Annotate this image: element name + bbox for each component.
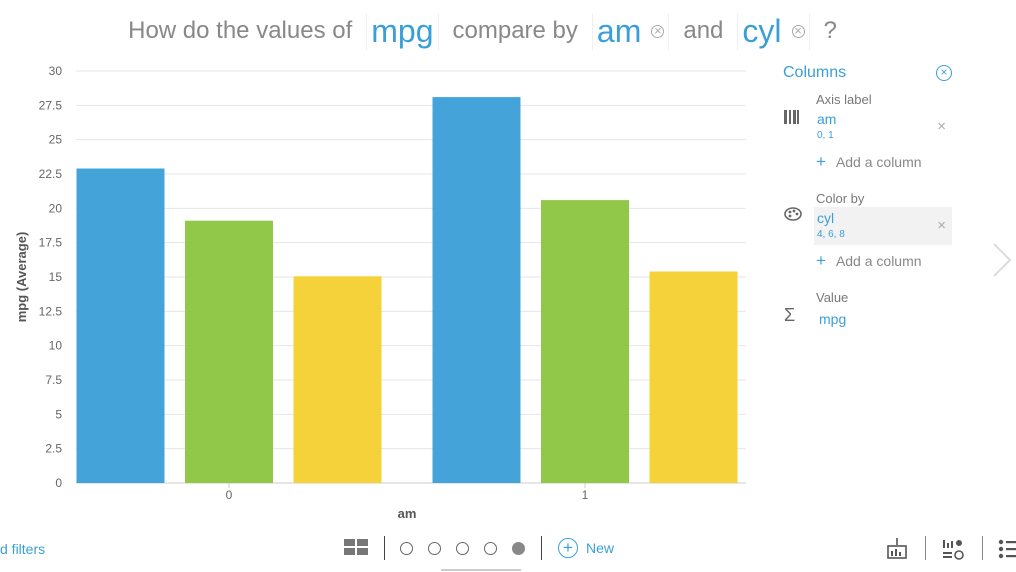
- page-dot-active[interactable]: [512, 542, 525, 555]
- y-tick-label: 22.5: [39, 167, 63, 181]
- measure-token-label: mpg: [371, 12, 434, 49]
- dimension-token-am[interactable]: am ×: [591, 12, 670, 50]
- close-icon[interactable]: ×: [936, 65, 952, 81]
- y-tick-label: 25: [49, 133, 63, 147]
- y-tick-label: 17.5: [39, 236, 63, 250]
- add-column-label: Add a column: [835, 253, 922, 269]
- active-indicator: [441, 569, 521, 571]
- chart-types-icon[interactable]: [942, 538, 966, 560]
- x-tick-label: 0: [226, 488, 233, 502]
- measure-token[interactable]: mpg: [366, 12, 439, 50]
- axis-field[interactable]: am 0, 1 ×: [814, 108, 952, 146]
- value-heading: Value: [816, 290, 849, 305]
- plus-icon: +: [558, 538, 578, 558]
- color-field-values: 4, 6, 8: [817, 229, 845, 240]
- palette-icon: [784, 207, 802, 221]
- add-column-label: Add a column: [835, 154, 922, 170]
- remove-icon[interactable]: ×: [651, 24, 665, 38]
- bar: [649, 271, 738, 483]
- bar-chart: 0 2.5 5 7.5 10 12.5 15 17.5 20 22.5 25 27.5 30 0 1 am mp…: [14, 64, 746, 521]
- question-suffix: ?: [823, 17, 837, 44]
- toolbar-divider: [982, 536, 983, 560]
- axis-label-heading: Axis label: [816, 92, 872, 107]
- new-button[interactable]: + New: [558, 538, 614, 558]
- list-icon[interactable]: [998, 538, 1016, 560]
- y-tick-label: 30: [49, 64, 63, 78]
- y-tick-label: 12.5: [39, 304, 63, 318]
- panel-title: Columns: [783, 64, 847, 81]
- remove-icon[interactable]: ×: [937, 217, 946, 234]
- y-tick-label: 5: [55, 407, 62, 421]
- dimension-token-cyl-label: cyl: [742, 12, 782, 49]
- bar: [185, 220, 273, 483]
- y-tick-label: 15: [49, 270, 63, 284]
- sigma-icon: Σ: [784, 305, 796, 325]
- bar-columns-icon: [784, 110, 799, 124]
- axis-field-values: 0, 1: [817, 130, 834, 141]
- color-field[interactable]: cyl 4, 6, 8 ×: [814, 207, 952, 245]
- y-tick-label: 20: [49, 201, 63, 215]
- toolbar-divider: [925, 536, 926, 560]
- question-bar: How do the values of mpg compare by am × …: [0, 0, 965, 62]
- remove-icon[interactable]: ×: [791, 24, 805, 38]
- page-dot[interactable]: [400, 542, 413, 555]
- filters-link[interactable]: d filters: [0, 541, 46, 557]
- y-tick-label: 10: [49, 339, 63, 353]
- bottom-toolbar: d filters + New: [0, 530, 1016, 572]
- value-field-name[interactable]: mpg: [819, 311, 847, 327]
- bar: [541, 200, 629, 484]
- axis-field-name: am: [817, 111, 837, 127]
- question-prefix: How do the values of: [128, 17, 353, 44]
- add-column-button[interactable]: + Add a column: [816, 251, 922, 270]
- y-axis-title: mpg (Average): [14, 232, 29, 323]
- x-axis-title: am: [398, 506, 417, 521]
- grid-view-icon[interactable]: [344, 539, 368, 556]
- chevron-right-icon[interactable]: [988, 238, 1016, 282]
- page-dot[interactable]: [428, 542, 441, 555]
- question-conjunction: and: [683, 17, 724, 44]
- bar: [293, 276, 382, 483]
- question-middle: compare by: [452, 17, 578, 44]
- bar: [76, 168, 165, 484]
- page-dot[interactable]: [456, 542, 469, 555]
- remove-icon[interactable]: ×: [937, 118, 946, 135]
- add-column-button[interactable]: + Add a column: [816, 152, 922, 171]
- toolbar-divider: [384, 536, 385, 560]
- bar: [432, 97, 521, 484]
- dimension-token-cyl[interactable]: cyl ×: [737, 12, 810, 50]
- columns-panel: Columns × Axis label am 0, 1 × + Add a co…: [770, 60, 970, 360]
- y-tick-label: 7.5: [45, 373, 62, 387]
- y-tick-label: 2.5: [45, 442, 62, 456]
- new-label: New: [586, 540, 615, 556]
- page-dot[interactable]: [484, 542, 497, 555]
- color-field-name: cyl: [817, 210, 835, 226]
- y-tick-label: 0: [55, 476, 62, 490]
- y-tick-label: 27.5: [39, 98, 63, 112]
- dimension-token-am-label: am: [596, 12, 642, 49]
- toolbar-divider: [541, 536, 542, 560]
- download-chart-icon[interactable]: [886, 538, 908, 560]
- x-tick-label: 1: [582, 488, 589, 502]
- color-by-heading: Color by: [816, 191, 865, 206]
